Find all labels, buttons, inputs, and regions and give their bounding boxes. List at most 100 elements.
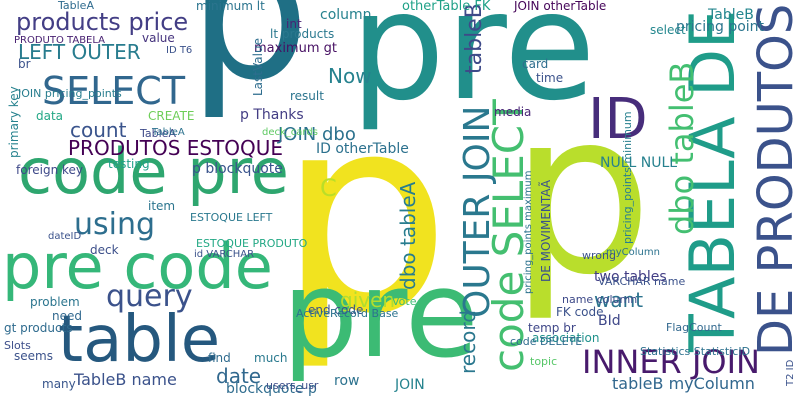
word: Now bbox=[328, 64, 372, 88]
word: DE MOVIMENTAÃ bbox=[539, 179, 553, 282]
word: end code bbox=[308, 303, 364, 317]
word: TableB name bbox=[74, 370, 177, 389]
word: blockquote p bbox=[226, 381, 317, 397]
word: wrong bbox=[582, 249, 616, 262]
word: Slots bbox=[4, 339, 31, 352]
word: using bbox=[74, 207, 156, 242]
word: C bbox=[320, 174, 337, 202]
word: LastValue bbox=[251, 38, 265, 96]
word: otherTable FK bbox=[402, 0, 491, 14]
word: SELECT bbox=[42, 69, 186, 113]
word: count bbox=[70, 118, 127, 142]
word: foreign key bbox=[16, 163, 83, 177]
word: record bbox=[456, 310, 480, 374]
word: dateID bbox=[48, 231, 82, 242]
word: p bbox=[510, 63, 653, 325]
word: card bbox=[522, 57, 549, 71]
word: topic bbox=[530, 355, 558, 368]
word: FK code bbox=[556, 305, 604, 319]
word: pre bbox=[350, 0, 596, 134]
word: TableA bbox=[140, 127, 176, 140]
word: two tables bbox=[594, 269, 667, 285]
word: data bbox=[36, 109, 64, 123]
word: PRODUTOS ESTOQUE bbox=[68, 136, 284, 160]
word: JOIN otherTable bbox=[514, 0, 607, 13]
word: JOIN pricing_points bbox=[18, 87, 122, 100]
word: PRODUTO TABELA bbox=[14, 35, 106, 46]
word: result bbox=[290, 89, 324, 103]
word: Statistics StatisticID bbox=[640, 345, 751, 358]
word: FlagCount bbox=[666, 321, 722, 334]
word: testing bbox=[108, 157, 150, 171]
word: INNER JOIN bbox=[582, 343, 760, 381]
word: ID otherTable bbox=[316, 141, 409, 157]
word: problem bbox=[30, 295, 80, 309]
word: ActiveRecord Base bbox=[296, 307, 399, 320]
word: table bbox=[58, 303, 221, 377]
word: select bbox=[650, 23, 686, 37]
word: maximum gt bbox=[254, 41, 337, 56]
word: ESTOQUE PRODUTO bbox=[196, 237, 308, 250]
word: code DELETE bbox=[510, 335, 583, 348]
word: seems bbox=[14, 349, 53, 363]
word: p blockquote bbox=[192, 161, 283, 177]
word: value bbox=[142, 31, 175, 45]
word: BId bbox=[598, 313, 621, 329]
word: OUTER JOIN bbox=[457, 105, 498, 318]
word: ID T6 bbox=[166, 45, 193, 56]
word: p bbox=[278, 58, 451, 374]
word: dbo tableB bbox=[663, 61, 701, 235]
word: ID bbox=[588, 87, 648, 152]
word: pre bbox=[282, 246, 479, 385]
word: much bbox=[254, 351, 288, 365]
word: br bbox=[18, 57, 31, 71]
word: item bbox=[148, 199, 176, 213]
word: media bbox=[494, 105, 532, 119]
word: int bbox=[286, 17, 302, 31]
word: id VARCHAR bbox=[194, 249, 255, 260]
word: TableA bbox=[152, 127, 185, 138]
word: DE PRODUTOS bbox=[748, 3, 800, 356]
word: pricing_points maximum bbox=[523, 170, 534, 294]
word: p Thanks bbox=[240, 107, 304, 123]
word: deck bbox=[90, 243, 119, 257]
word: want bbox=[594, 288, 644, 312]
word: JOIN bbox=[395, 377, 425, 393]
word: TableA bbox=[58, 0, 94, 12]
word: query bbox=[106, 279, 193, 314]
word: myColumn bbox=[606, 247, 660, 258]
word: dbo tableA bbox=[396, 181, 420, 290]
word: pricing point bbox=[676, 19, 765, 35]
word: pre code bbox=[2, 230, 273, 303]
word: column bbox=[320, 7, 372, 23]
word: gt products bbox=[4, 321, 73, 335]
word: date bbox=[216, 364, 262, 388]
word: time bbox=[536, 71, 564, 85]
word: CREATE bbox=[148, 109, 195, 123]
word: T2 ID bbox=[785, 359, 796, 386]
word: products price bbox=[16, 8, 189, 36]
word: code pre bbox=[18, 135, 289, 208]
word: p bbox=[188, 0, 310, 123]
word: deck_cards bbox=[262, 127, 318, 138]
word: tableB myColumn bbox=[612, 374, 755, 393]
word: TableB bbox=[708, 7, 754, 23]
word: VARCHAR name bbox=[598, 275, 686, 288]
word: users_usr bbox=[266, 379, 319, 392]
word: lt products bbox=[270, 27, 335, 41]
word: find bbox=[208, 351, 231, 365]
word: ESTOQUE LEFT bbox=[190, 211, 273, 224]
word: given bbox=[340, 288, 396, 312]
word: minimum lt bbox=[196, 0, 265, 13]
word: need bbox=[52, 309, 82, 323]
word: LEFT OUTER bbox=[18, 40, 141, 64]
word: many bbox=[42, 377, 76, 391]
word: association bbox=[532, 331, 600, 345]
word: row bbox=[334, 373, 360, 389]
word: temp br bbox=[528, 321, 576, 335]
word: pricing_points minimum bbox=[621, 111, 634, 244]
word: JOIN dbo bbox=[278, 124, 356, 145]
word: NULL NULL bbox=[600, 155, 678, 171]
word: name column bbox=[562, 293, 638, 306]
